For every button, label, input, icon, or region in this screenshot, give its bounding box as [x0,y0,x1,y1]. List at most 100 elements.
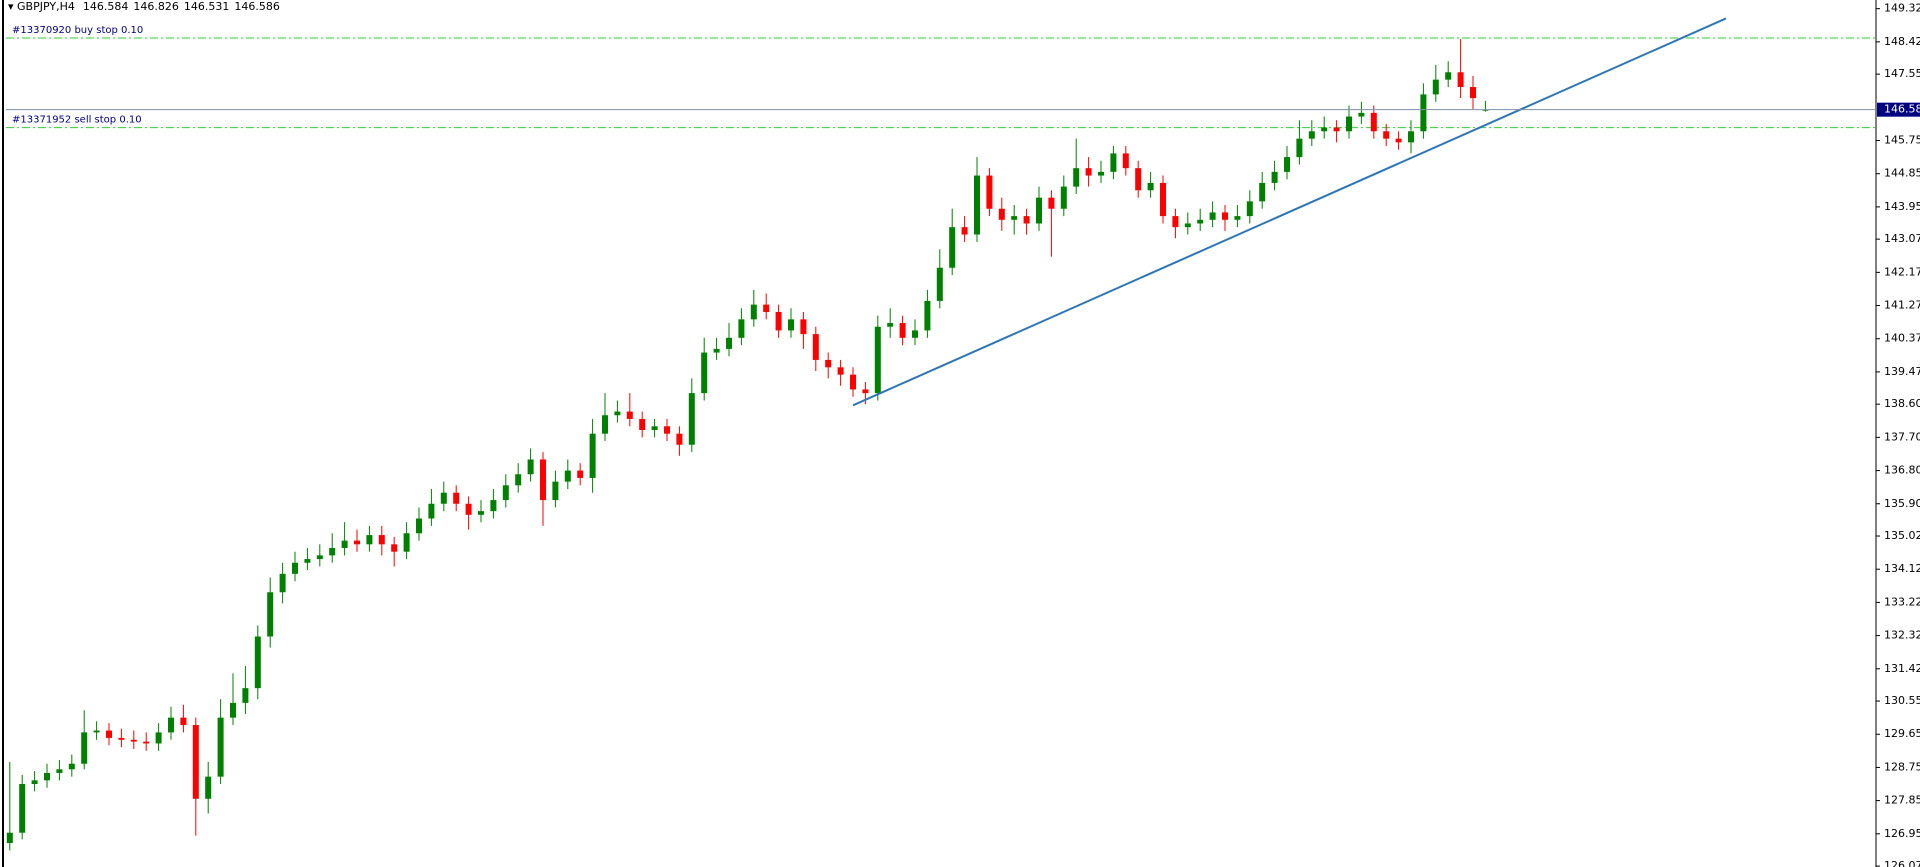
candle-body [1222,212,1228,220]
candle-body [688,393,695,445]
candle-body [540,459,546,501]
y-tick-label: 131.425 [1884,662,1920,675]
candle-body [478,511,484,515]
candle-body [44,772,50,781]
trendline [852,17,1727,407]
header-arrow: ▾ [8,0,17,13]
candle-body [155,732,162,744]
candle-body [490,500,497,512]
candle-body [1296,138,1303,158]
candle-body [1060,186,1067,209]
current-price-box [1877,102,1920,117]
candle-body [986,175,993,209]
candle-body [961,227,968,235]
candle-body [279,573,286,593]
candle-body [527,459,534,475]
y-tick-label: 126.950 [1884,827,1920,840]
candle-body [465,503,472,515]
y-tick-label: 144.850 [1884,167,1920,180]
candle-body [1085,168,1092,176]
candle-body [205,776,212,799]
candle-body [626,411,633,419]
candle-body [56,769,63,773]
candle-body [106,730,112,738]
candle-body [168,717,174,733]
header-close: 146.586 [234,0,280,13]
candle-body [874,326,881,394]
candle-body [949,227,956,268]
candle-body [1308,131,1315,139]
candle-body [1135,168,1142,191]
candle-body [862,389,869,394]
candle-body [378,535,385,545]
candle-body [81,732,88,764]
header-low: 146.531 [184,0,230,13]
order-label: #13371952 sell stop 0.10 [12,115,142,126]
candle-body [850,374,856,390]
candle-body [1209,212,1216,220]
y-tick-label: 147.550 [1884,67,1920,80]
price-axis: 149.325 148.425 147.550 145.750 144.850 143.9… [1876,2,1920,867]
candle-body [924,300,931,331]
candle-body [825,359,832,368]
candle-body [130,739,137,742]
candle-body [738,319,745,338]
candle-body [316,555,323,560]
candle-body [974,175,980,235]
candle-body [602,415,608,434]
candle-body [750,304,757,320]
y-tick-label: 127.850 [1884,794,1920,807]
y-tick-label: 145.750 [1884,134,1920,147]
candle-body [267,592,274,637]
candle-body [1073,168,1080,187]
candle-body [726,337,732,349]
candle-body [428,503,435,519]
candle-body [936,267,943,301]
candle-body [1184,223,1191,228]
candle-body [887,323,894,327]
candle-body [1284,157,1290,172]
y-tick-label: 135.900 [1884,497,1920,510]
candle-body [763,304,770,312]
candle-body [1246,201,1253,217]
candle-body [515,474,522,486]
candle-body [1346,116,1352,132]
current-price-label: 146.586 [1884,103,1920,116]
candle-body [416,518,422,534]
chart-header: ▾ GBPJPY,H4 146.584 146.826 146.531 146.586 [8,0,280,13]
candle-body [651,426,658,430]
candle-body [329,548,336,556]
plot-area: #13370920 buy stop 0.10 #13371952 sell st… [6,17,1876,851]
candle-body [1011,216,1018,220]
candle-body [31,780,38,785]
candle-body [998,208,1005,220]
header-high: 146.826 [133,0,179,13]
y-tick-label: 142.175 [1884,265,1920,278]
candle-body [775,311,782,331]
y-tick-label: 143.075 [1884,232,1920,245]
candle-body [1271,171,1278,183]
y-tick-label: 136.800 [1884,464,1920,477]
y-tick-label: 129.650 [1884,727,1920,740]
candle-body [6,832,13,844]
candle-body [1470,87,1476,99]
y-tick-label: 138.600 [1884,397,1920,410]
candle-body [1420,94,1427,132]
candle-body [1234,216,1241,220]
candle-body [1172,216,1179,228]
candle-body [676,433,683,445]
candle-body [254,636,261,689]
y-tick-label: 132.325 [1884,629,1920,642]
y-tick-label: 133.225 [1884,595,1920,608]
y-tick-label: 130.550 [1884,694,1920,707]
y-tick-label: 143.950 [1884,200,1920,213]
order-label: #13370920 buy stop 0.10 [12,25,143,36]
candle-body [1110,153,1117,172]
candle-body [1160,182,1166,217]
y-tick-label: 149.325 [1884,2,1920,15]
candle-body [1036,197,1042,224]
candle-body [1098,171,1104,176]
candle-body [242,688,249,703]
candle-body [837,367,844,375]
